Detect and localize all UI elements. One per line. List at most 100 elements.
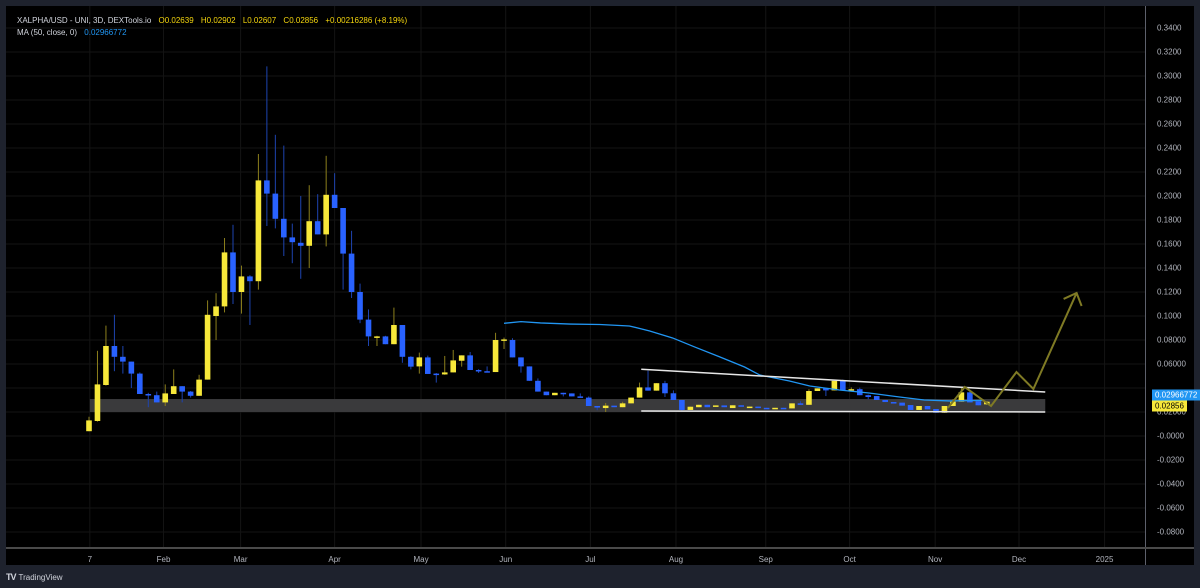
ma-legend: MA (50, close, 0) 0.02966772 [17, 28, 132, 37]
candle-body [111, 346, 118, 357]
symbol-title[interactable]: XALPHA/USD - UNI, 3D, DEXTools.io [17, 16, 152, 25]
candle [408, 356, 414, 370]
candle [128, 361, 135, 388]
candle [467, 352, 473, 370]
price-tick-label: -0.0000 [1157, 431, 1185, 441]
price-tick-label: 0.3000 [1157, 71, 1182, 81]
price-tick-label: 0.2800 [1157, 95, 1182, 105]
candle-body [281, 218, 287, 238]
candle-body [670, 393, 677, 400]
candle [450, 349, 457, 373]
support-trendline [641, 410, 1046, 413]
price-tick-label: 0.06000 [1157, 359, 1186, 369]
time-tick-label: 2025 [1095, 555, 1114, 564]
candle [247, 275, 253, 325]
candle [899, 402, 905, 406]
chart-pane[interactable]: XALPHA/USD - UNI, 3D, DEXTools.io O0.026… [6, 6, 1200, 565]
candle [755, 406, 761, 409]
candle-body [196, 379, 202, 396]
low-value: L0.02607 [242, 16, 277, 25]
candle-body [187, 391, 194, 396]
candle-body [179, 386, 185, 392]
candle-body [357, 292, 363, 320]
candle-body [297, 242, 304, 246]
candle-body [806, 391, 812, 405]
candle-body [687, 406, 694, 410]
time-tick-label: Jun [499, 555, 513, 564]
candle [535, 378, 541, 392]
candle [221, 238, 228, 313]
time-tick-label: Aug [668, 555, 684, 564]
candle-body [848, 389, 855, 391]
ma-indicator-label[interactable]: MA (50, close, 0) [17, 28, 78, 37]
price-tick-label: 0.1800 [1157, 215, 1182, 225]
candle [323, 155, 329, 247]
candle-body [365, 319, 372, 337]
candle-body [619, 403, 626, 408]
price-tick-label: 0.3200 [1157, 47, 1182, 57]
candle-body [568, 393, 575, 397]
candle [289, 223, 296, 264]
ma-price-tag: 0.02966772 [1152, 389, 1200, 401]
candle-body [247, 276, 253, 282]
candle-body [797, 403, 804, 405]
ohlc-legend: XALPHA/USD - UNI, 3D, DEXTools.io O0.026… [17, 16, 412, 25]
candle-body [823, 388, 829, 391]
candle [882, 400, 888, 403]
candle [374, 335, 380, 346]
candle [780, 407, 787, 410]
price-tick-label: 0.1600 [1157, 239, 1182, 249]
candle [475, 369, 482, 373]
candle-body [145, 394, 152, 396]
candle [704, 404, 711, 408]
candle-body [450, 360, 457, 373]
time-tick-label: Sep [758, 555, 773, 564]
candle [611, 405, 617, 408]
candle-body [213, 306, 219, 316]
candle-body [916, 406, 922, 410]
candle [696, 404, 702, 408]
time-tick-label: Dec [1011, 555, 1027, 564]
candle-body [941, 406, 948, 413]
price-tick-label: 0.2000 [1157, 191, 1182, 201]
candle-body [230, 252, 236, 292]
candle-body [399, 325, 406, 357]
candle [552, 392, 558, 396]
candle-body [501, 339, 507, 341]
candle [255, 154, 262, 290]
candle [238, 265, 245, 314]
candle [873, 396, 880, 400]
open-value: O0.02639 [158, 16, 194, 25]
candle-body [128, 361, 135, 374]
candle-body [441, 372, 448, 375]
price-tick-label: 0.1200 [1157, 287, 1182, 297]
candle [865, 394, 872, 400]
candle-body [865, 395, 872, 397]
candle [645, 370, 651, 391]
candle [187, 391, 194, 398]
candle [441, 355, 448, 375]
high-value: H0.02902 [200, 16, 236, 25]
candle-body [585, 397, 592, 406]
candle [357, 283, 363, 324]
candle-body [755, 406, 761, 409]
price-tick-label: 0.1400 [1157, 263, 1182, 273]
candle-body [348, 253, 355, 292]
candle-body [272, 193, 279, 219]
price-chart[interactable] [6, 6, 1194, 565]
candle [492, 332, 499, 373]
candle [907, 405, 914, 410]
candle [365, 309, 372, 346]
candle-body [323, 194, 329, 235]
price-tick-label: 0.3400 [1157, 23, 1182, 33]
candle-body [958, 392, 965, 402]
candle-body [890, 402, 897, 404]
candle [687, 406, 694, 410]
price-tick-label: 0.1000 [1157, 311, 1182, 321]
tradingview-branding[interactable]: TV TradingView [6, 572, 63, 582]
candle-body [255, 180, 262, 282]
candle-body [264, 180, 270, 194]
candle-body [204, 314, 211, 380]
candle [433, 373, 440, 383]
last-price-tag: 0.02856 [1152, 400, 1187, 412]
